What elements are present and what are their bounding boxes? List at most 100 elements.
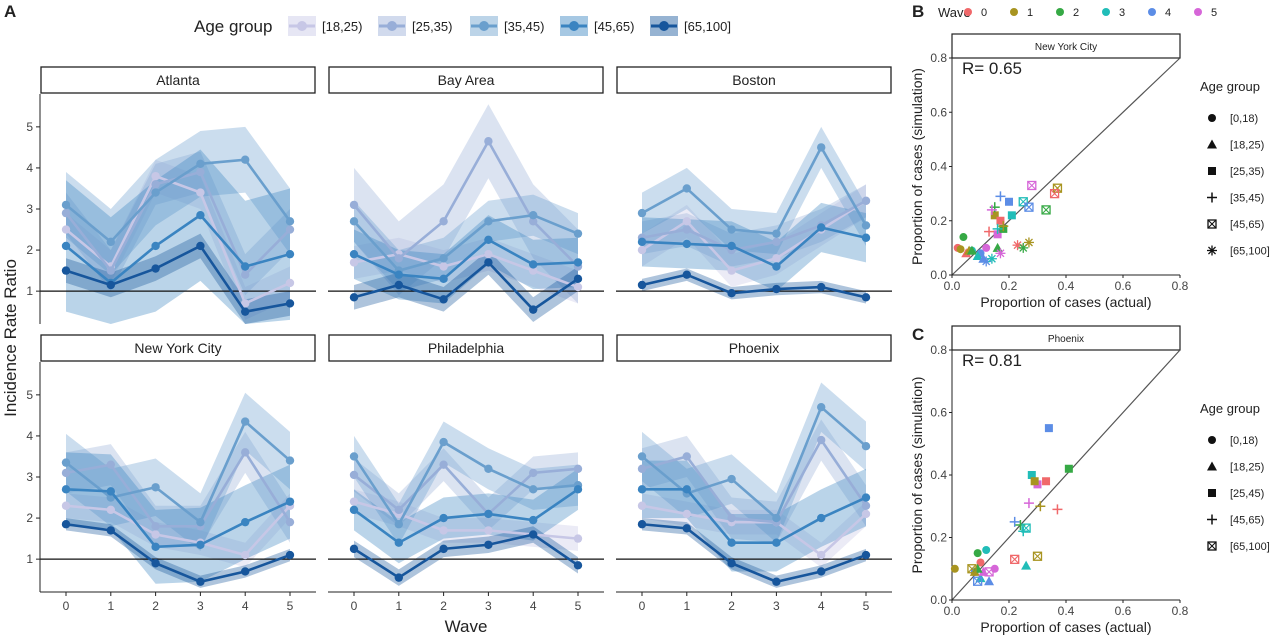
series-line-2 <box>65 158 292 244</box>
marker-boxcross <box>1018 197 1028 207</box>
data-point <box>439 513 448 523</box>
data-point <box>861 493 871 502</box>
data-point <box>484 540 493 549</box>
facet-strip <box>328 334 604 362</box>
data-point <box>196 577 205 586</box>
x-tick-label: 2 <box>152 599 159 613</box>
facet-new-york-city: New York City 1 2 3 4 5 0 1 2 3 4 5 <box>26 334 316 613</box>
wave-legend-key-5 <box>1194 8 1202 16</box>
data-point <box>106 505 116 515</box>
data-point <box>817 550 826 560</box>
data-point <box>285 497 295 506</box>
x-tick-label: 2 <box>728 599 735 613</box>
scatter-x-label: Proportion of cases (actual) <box>980 619 1151 635</box>
data-point <box>61 200 71 210</box>
legend-key-point-0 <box>297 21 307 31</box>
x-tick-label: 0.8 <box>1172 279 1189 293</box>
data-point <box>285 456 295 465</box>
x-tick-label: 3 <box>485 599 492 613</box>
data-point <box>61 225 71 234</box>
series-line-3 <box>642 488 867 545</box>
data-point <box>349 452 359 461</box>
marker-boxcross <box>1207 219 1217 229</box>
marker-boxcross <box>1207 219 1217 229</box>
data-point <box>727 288 736 298</box>
scatter-strip <box>951 325 1181 351</box>
data-point <box>529 305 538 314</box>
facet-title: Philadelphia <box>428 340 504 356</box>
data-point <box>637 245 647 255</box>
legend-key-point-2 <box>479 21 489 31</box>
y-tick-label: 1 <box>26 552 33 566</box>
marker-square <box>993 230 1002 239</box>
legend-key-point-1 <box>387 21 397 31</box>
ci-band-0 <box>642 184 866 288</box>
series-line-1 <box>353 462 579 516</box>
marker-circle <box>1208 436 1216 444</box>
y-tick-label: 0.6 <box>930 406 947 420</box>
y-axis-label: Incidence Rate Ratio <box>1 259 20 417</box>
facet-strip <box>40 66 316 94</box>
data-point <box>772 284 781 294</box>
data-point <box>529 217 538 226</box>
age-legend-label-5: [65,100] <box>1230 246 1270 258</box>
data-point <box>151 542 160 552</box>
y-tick-label: 4 <box>26 161 33 175</box>
marker-boxcross <box>1010 554 1020 565</box>
data-point <box>106 237 116 247</box>
data-point <box>529 530 538 539</box>
marker-circle <box>982 546 991 554</box>
data-point <box>484 217 493 226</box>
series-line-2 <box>353 213 579 273</box>
marker-circle <box>973 549 982 558</box>
data-point <box>151 241 160 251</box>
y-tick-label: 3 <box>26 470 33 484</box>
data-point <box>484 235 493 245</box>
wave-legend-label-1: 1 <box>1027 7 1033 19</box>
data-point <box>637 237 647 247</box>
series-line-4 <box>641 273 867 299</box>
facet-atlanta: Atlanta 1 2 3 4 5 <box>26 66 316 324</box>
series-line-0 <box>641 504 867 557</box>
data-point <box>817 282 826 292</box>
data-point <box>241 155 250 164</box>
data-point <box>861 509 871 519</box>
x-tick-label: 0 <box>351 599 358 613</box>
ci-band-1 <box>642 419 866 543</box>
data-point <box>241 550 250 560</box>
wave-legend-label-3: 3 <box>1119 7 1125 19</box>
data-point <box>439 460 448 469</box>
data-point <box>682 485 691 494</box>
legend-label-3: [45,65) <box>594 19 634 34</box>
y-tick-label: 0.0 <box>930 268 947 282</box>
data-point <box>106 460 116 469</box>
y-tick-label: 0.4 <box>930 468 947 482</box>
series-line-4 <box>641 522 867 584</box>
facet-strip <box>616 66 892 94</box>
x-tick-label: 1 <box>683 599 690 613</box>
identity-line <box>951 57 1181 276</box>
data-point <box>772 577 781 586</box>
age-legend-label-0: [0,18) <box>1230 113 1258 125</box>
legend-key-point-3 <box>569 21 579 31</box>
data-point <box>241 417 250 426</box>
panel-c-letter: C <box>912 325 924 344</box>
marker-boxcross <box>1024 202 1034 212</box>
data-point <box>61 485 71 494</box>
marker-asterisk <box>1024 238 1033 247</box>
data-point <box>439 217 448 226</box>
data-point <box>394 280 403 290</box>
data-point <box>682 239 691 249</box>
data-point <box>817 223 826 232</box>
y-tick-label: 2 <box>26 511 33 525</box>
data-point <box>439 526 448 535</box>
data-point <box>772 538 781 547</box>
marker-square <box>990 211 999 220</box>
x-tick-label: 1 <box>395 599 402 613</box>
marker-boxcross <box>1018 197 1028 207</box>
y-tick-label: 0.8 <box>930 51 947 65</box>
marker-triangle <box>1021 560 1032 570</box>
marker-asterisk <box>1208 246 1216 255</box>
series-line-3 <box>65 213 291 285</box>
x-tick-label: 0 <box>63 599 70 613</box>
